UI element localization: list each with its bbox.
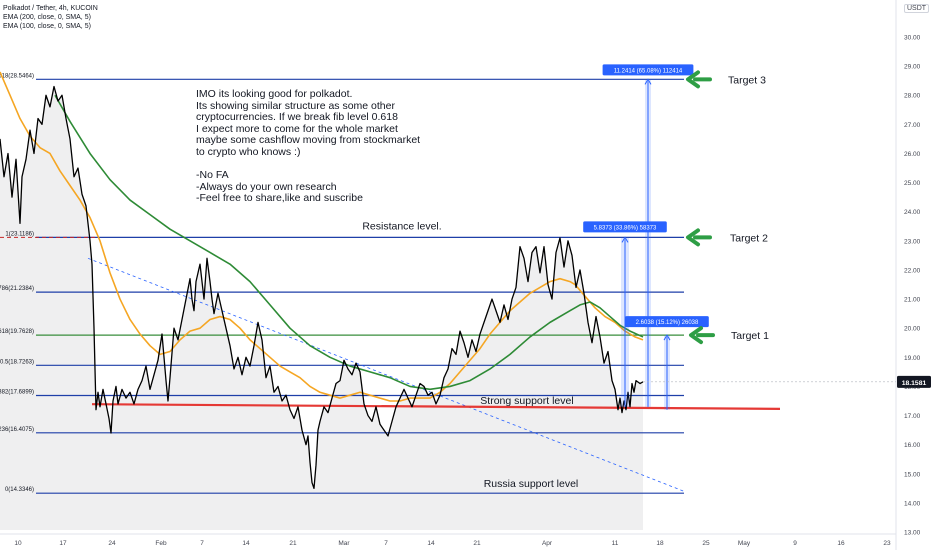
ema200-legend: EMA (200, close, 0, SMA, 5) (3, 14, 91, 21)
y-tick-label: 24.00 (904, 209, 921, 216)
x-tick-label: Feb (155, 540, 167, 547)
fib-level-label: 0.786(21.2384) (0, 286, 34, 292)
ema100-line (0, 71, 644, 402)
x-tick-label: 21 (473, 540, 481, 547)
target3-label: Target 3 (728, 74, 766, 86)
x-tick-label: 23 (883, 540, 891, 547)
target1-arrow-head (689, 326, 703, 345)
note-line: -No FA (196, 169, 229, 182)
measure-label-bg (602, 64, 694, 76)
chart-title: Polkadot / Tether, 4h, KUCOIN (3, 5, 98, 12)
y-tick-label: 21.00 (904, 297, 921, 304)
note-line: Its showing similar structure as some ot… (196, 99, 395, 112)
last-price-tag (897, 375, 931, 388)
fib-level-label: 1.618(28.5464) (0, 73, 34, 79)
x-tick-label: 9 (793, 540, 797, 547)
x-tick-label: 7 (200, 540, 204, 547)
measure-arrow-head (644, 78, 652, 85)
fib-level-label: 0(14.3346) (5, 487, 34, 493)
plot-area: 1.618(28.5464) 1(23.1186) 0.786(21.2384) 0.… (0, 64, 781, 530)
x-tick-label: 11 (612, 540, 619, 547)
x-tick-label: 25 (702, 540, 710, 547)
x-tick-label: 16 (837, 540, 845, 547)
note-line: cryptocurrencies. If we break fib level … (196, 111, 398, 124)
currency-label[interactable]: USDT (904, 4, 930, 13)
y-tick-label: 23.00 (904, 238, 921, 245)
y-tick-label: 22.00 (904, 267, 921, 274)
y-tick-label: 17.00 (904, 413, 921, 420)
fib-level-label: 0.618(19.7628) (0, 329, 34, 335)
strong-support-label: Strong support level (480, 395, 573, 407)
measure-arrow-head (663, 334, 671, 341)
target3-arrow-head (686, 70, 700, 89)
russia-support-label: Russia support level (484, 478, 579, 490)
x-tick-label: 10 (14, 540, 22, 547)
y-tick-label: 15.00 (904, 471, 921, 478)
y-tick-label: 19.00 (904, 355, 921, 362)
fib-level-label: 0.382(17.6899) (0, 389, 34, 395)
y-tick-label: 25.00 (904, 180, 921, 187)
ema100-legend: EMA (100, close, 0, SMA, 5) (3, 23, 91, 30)
note-line: -Always do your own research (196, 180, 337, 193)
x-tick-label: 21 (289, 540, 297, 547)
y-tick-label: 14.00 (904, 500, 921, 507)
measure-arrow-head (621, 236, 629, 243)
price-line (0, 85, 644, 490)
x-tick-label: 14 (242, 540, 250, 547)
measure-label: 2.6038 (15.12%) 26038 (636, 320, 699, 326)
y-tick-label: 27.00 (904, 122, 921, 129)
target2-arrow-head (686, 228, 700, 247)
resistance-label: Resistance level. (362, 220, 441, 232)
x-tick-label: 17 (59, 540, 67, 547)
note-line: IMO its looking good for polkadot. (196, 88, 353, 100)
measure-label: 11.2414 (65.08%) 112414 (614, 68, 683, 74)
y-tick-label: 30.00 (904, 35, 921, 42)
target1-label: Target 1 (731, 330, 769, 342)
measure-label-bg (625, 316, 709, 328)
note-line: maybe some cashflow moving from stockmar… (196, 134, 421, 147)
note-line: I expect more to come for the whole mark… (196, 122, 398, 135)
idea-note: IMO its looking good for polkadot. Its s… (196, 88, 421, 205)
fib-level-label: 1(23.1186) (5, 231, 34, 237)
fib-level-label: 0.5(18.7263) (0, 359, 34, 365)
x-tick-label: Apr (542, 540, 553, 547)
x-tick-label: 14 (427, 540, 435, 547)
x-tick-label: Mar (338, 540, 350, 547)
y-tick-label: 29.00 (904, 64, 921, 71)
price-area-fill (0, 86, 643, 530)
y-tick-label: 20.00 (904, 326, 921, 333)
x-tick-label: May (738, 540, 751, 547)
fib-level-label: 0.236(16.4075) (0, 427, 34, 433)
note-line (196, 159, 420, 171)
note-line: to crypto who knows :) (196, 145, 301, 158)
measure-label-bg (583, 221, 667, 233)
target2-label: Target 2 (730, 232, 768, 244)
strong-support-line (91, 403, 781, 410)
y-tick-label: 26.00 (904, 151, 921, 158)
downtrend-line (87, 257, 685, 492)
y-tick-label: 16.00 (904, 442, 921, 449)
note-line: -Feel free to share,like and suscribe (196, 192, 363, 205)
measure-label: 5.8373 (33.86%) 58373 (594, 225, 657, 231)
y-tick-label: 28.00 (904, 93, 921, 100)
last-price-value: 18.1581 (902, 380, 927, 387)
x-tick-label: 24 (108, 540, 116, 547)
x-tick-label: 18 (656, 540, 664, 547)
x-tick-label: 7 (384, 540, 388, 547)
y-tick-label: 13.00 (904, 530, 921, 537)
